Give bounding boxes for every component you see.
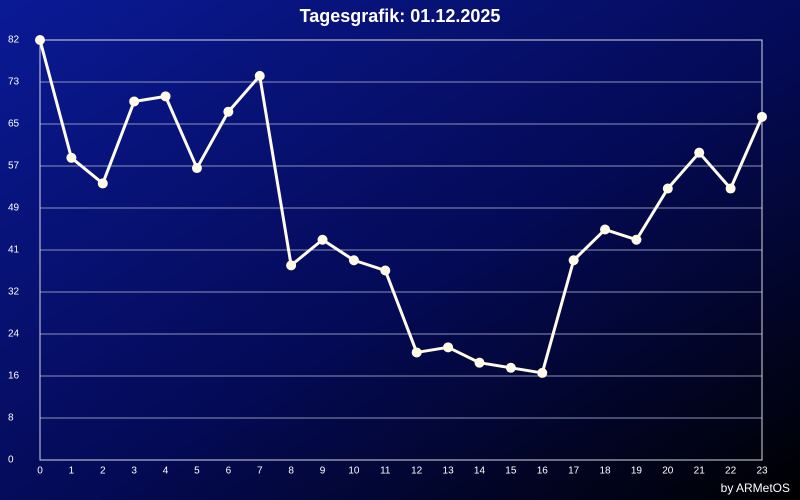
data-point: [348, 255, 359, 266]
data-point: [97, 178, 108, 189]
x-tick-label: 23: [756, 466, 768, 477]
data-point: [757, 111, 767, 122]
data-point: [505, 362, 516, 373]
x-tick-label: 7: [257, 466, 263, 477]
credit: by ARMetOS: [721, 481, 790, 495]
y-tick-label: 32: [8, 287, 20, 298]
data-point: [254, 70, 265, 81]
y-tick-label: 73: [8, 77, 20, 88]
data-point: [160, 91, 171, 102]
x-tick-label: 4: [163, 466, 169, 477]
y-tick-label: 16: [8, 371, 20, 382]
y-tick-label: 0: [8, 455, 14, 466]
data-point: [568, 255, 579, 266]
data-point: [600, 224, 611, 235]
x-tick-label: 9: [320, 466, 326, 477]
x-tick-label: 17: [568, 466, 580, 477]
x-tick-label: 5: [194, 466, 200, 477]
y-tick-label: 65: [8, 119, 20, 130]
data-point: [35, 35, 45, 45]
data-point: [286, 260, 297, 271]
y-tick-label: 57: [8, 161, 20, 172]
x-tick-label: 19: [631, 466, 643, 477]
x-tick-label: 14: [474, 466, 486, 477]
x-tick-label: 12: [411, 466, 423, 477]
y-tick-label: 8: [8, 413, 14, 424]
data-point: [191, 163, 202, 174]
x-tick-label: 22: [725, 466, 737, 477]
data-point: [537, 367, 548, 378]
x-tick-label: 1: [69, 466, 75, 477]
x-tick-label: 18: [599, 466, 611, 477]
y-tick-label: 24: [8, 329, 20, 340]
x-tick-label: 8: [288, 466, 294, 477]
x-tick-label: 15: [505, 466, 517, 477]
x-tick-label: 6: [226, 466, 232, 477]
chart-title: Tagesgrafik: 01.12.2025: [300, 6, 501, 26]
x-tick-label: 2: [100, 466, 106, 477]
data-point: [317, 234, 328, 245]
data-point: [411, 347, 422, 358]
data-point: [66, 152, 77, 163]
x-tick-label: 13: [443, 466, 455, 477]
data-point: [443, 342, 454, 353]
y-tick-label: 41: [8, 245, 20, 256]
data-point: [474, 357, 485, 368]
data-line: [38, 39, 764, 375]
data-point: [380, 265, 391, 276]
y-tick-label: 82: [8, 35, 20, 46]
x-tick-label: 11: [380, 466, 391, 477]
x-tick-label: 16: [537, 466, 549, 477]
data-point: [662, 183, 673, 194]
data-point: [129, 96, 140, 107]
x-tick-label: 21: [694, 466, 706, 477]
data-point: [631, 234, 642, 245]
data-point: [223, 106, 234, 117]
y-tick-label: 49: [8, 203, 20, 214]
data-point: [694, 147, 705, 158]
data-point: [725, 183, 736, 194]
x-tick-label: 0: [37, 466, 43, 477]
x-tick-label: 20: [662, 466, 674, 477]
x-tick-label: 3: [131, 466, 137, 477]
x-tick-label: 10: [348, 466, 360, 477]
plot-border: [39, 39, 763, 461]
